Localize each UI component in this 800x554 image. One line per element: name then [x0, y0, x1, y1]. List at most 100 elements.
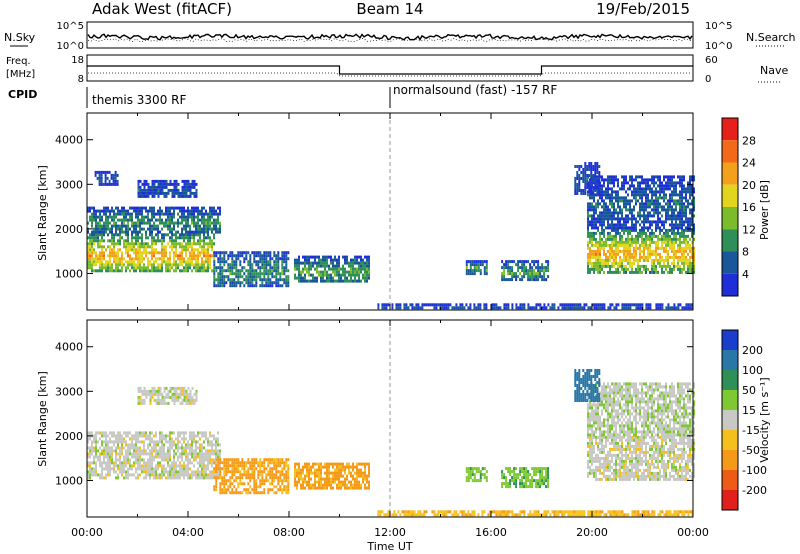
- heatmap-cell: [275, 491, 278, 495]
- heatmap-cell: [655, 303, 658, 307]
- heatmap-cell: [619, 205, 621, 209]
- heatmap-cell: [603, 252, 605, 256]
- heatmap-cell: [229, 476, 232, 480]
- heatmap-cell: [677, 237, 679, 241]
- heatmap-cell: [527, 272, 530, 276]
- heatmap-cell: [677, 223, 679, 227]
- heatmap-cell: [643, 267, 645, 271]
- heatmap-cell: [219, 464, 221, 468]
- heatmap-cell: [358, 276, 360, 280]
- heatmap-cell: [247, 260, 250, 264]
- heatmap-cell: [187, 245, 189, 249]
- heatmap-cell: [169, 437, 171, 441]
- heatmap-cell: [657, 223, 659, 227]
- heatmap-cell: [358, 261, 360, 265]
- heatmap-cell: [205, 254, 207, 258]
- heatmap-cell: [671, 199, 673, 203]
- heatmap-cell: [629, 208, 631, 212]
- heatmap-cell: [671, 211, 673, 215]
- heatmap-cell: [99, 476, 101, 480]
- heatmap-cell: [133, 443, 135, 447]
- heatmap-cell: [101, 218, 103, 222]
- heatmap-cell: [685, 208, 687, 212]
- heatmap-cell: [587, 231, 589, 235]
- heatmap-cell: [127, 263, 129, 267]
- heatmap-cell: [115, 470, 117, 474]
- heatmap-cell: [157, 179, 160, 183]
- heatmap-cell: [185, 398, 188, 402]
- heatmap-cell: [503, 303, 506, 307]
- heatmap-cell: [161, 398, 164, 402]
- heatmap-cell: [195, 254, 197, 258]
- heatmap-cell: [151, 242, 153, 246]
- heatmap-cell: [145, 476, 147, 480]
- heatmap-cell: [265, 284, 268, 288]
- heatmap-cell: [205, 251, 207, 255]
- heatmap-cell: [521, 269, 524, 273]
- heatmap-cell: [185, 467, 187, 471]
- heatmap-cell: [533, 275, 536, 279]
- heatmap-cell: [87, 248, 89, 252]
- heatmap-cell: [279, 278, 282, 282]
- colorbar-swatch: [722, 184, 738, 207]
- heatmap-cell: [213, 485, 216, 489]
- heatmap-cell: [187, 179, 190, 183]
- heatmap-cell: [217, 437, 219, 441]
- heatmap-cell: [237, 254, 240, 258]
- heatmap-cell: [267, 254, 270, 258]
- heatmap-cell: [324, 279, 326, 283]
- heatmap-cell: [173, 182, 176, 186]
- heatmap-cell: [350, 273, 352, 277]
- heatmap-cell: [123, 470, 125, 474]
- heatmap-cell: [89, 260, 91, 264]
- heatmap-cell: [95, 239, 97, 243]
- heatmap-cell: [625, 214, 627, 218]
- heatmap-cell: [607, 231, 609, 235]
- heatmap-cell: [223, 482, 226, 486]
- heatmap-cell: [273, 269, 276, 273]
- heatmap-cell: [511, 278, 514, 282]
- heatmap-cell: [169, 473, 171, 477]
- heatmap-cell: [241, 275, 244, 279]
- heatmap-cell: [201, 239, 203, 243]
- heatmap-cell: [601, 261, 603, 265]
- heatmap-cell: [473, 266, 476, 270]
- heatmap-cell: [269, 470, 272, 474]
- heatmap-cell: [507, 260, 510, 264]
- heatmap-cell: [127, 245, 129, 249]
- heatmap-cell: [213, 209, 215, 213]
- heatmap-cell: [161, 449, 163, 453]
- heatmap-cell: [655, 228, 657, 232]
- heatmap-cell: [143, 248, 145, 252]
- heatmap-cell: [207, 266, 209, 270]
- heatmap-cell: [306, 255, 308, 259]
- heatmap-cell: [338, 267, 340, 271]
- heatmap-cell: [607, 211, 609, 215]
- heatmap-cell: [93, 260, 95, 264]
- heatmap-cell: [647, 243, 649, 247]
- heatmap-cell: [187, 218, 189, 222]
- heatmap-cell: [592, 165, 595, 168]
- heatmap-cell: [139, 251, 141, 255]
- heatmap-cell: [159, 239, 161, 243]
- heatmap-cell: [191, 185, 194, 189]
- heatmap-cell: [629, 187, 631, 191]
- heatmap-cell: [665, 175, 667, 179]
- heatmap-cell: [591, 261, 593, 265]
- heatmap-cell: [111, 248, 113, 252]
- heatmap-cell: [99, 224, 101, 228]
- heatmap-cell: [619, 270, 621, 274]
- heatmap-cell: [625, 199, 627, 203]
- heatmap-cell: [135, 263, 137, 267]
- heatmap-cell: [603, 228, 605, 232]
- heatmap-cell: [669, 184, 671, 188]
- heatmap-cell: [213, 470, 216, 474]
- heatmap-cell: [145, 215, 147, 219]
- heatmap-cell: [189, 239, 191, 243]
- heatmap-cell: [217, 212, 219, 216]
- heatmap-cell: [621, 226, 623, 230]
- heatmap-cell: [479, 269, 482, 273]
- heatmap-cell: [139, 269, 141, 273]
- heatmap-cell: [195, 206, 197, 210]
- heatmap-cell: [473, 303, 476, 307]
